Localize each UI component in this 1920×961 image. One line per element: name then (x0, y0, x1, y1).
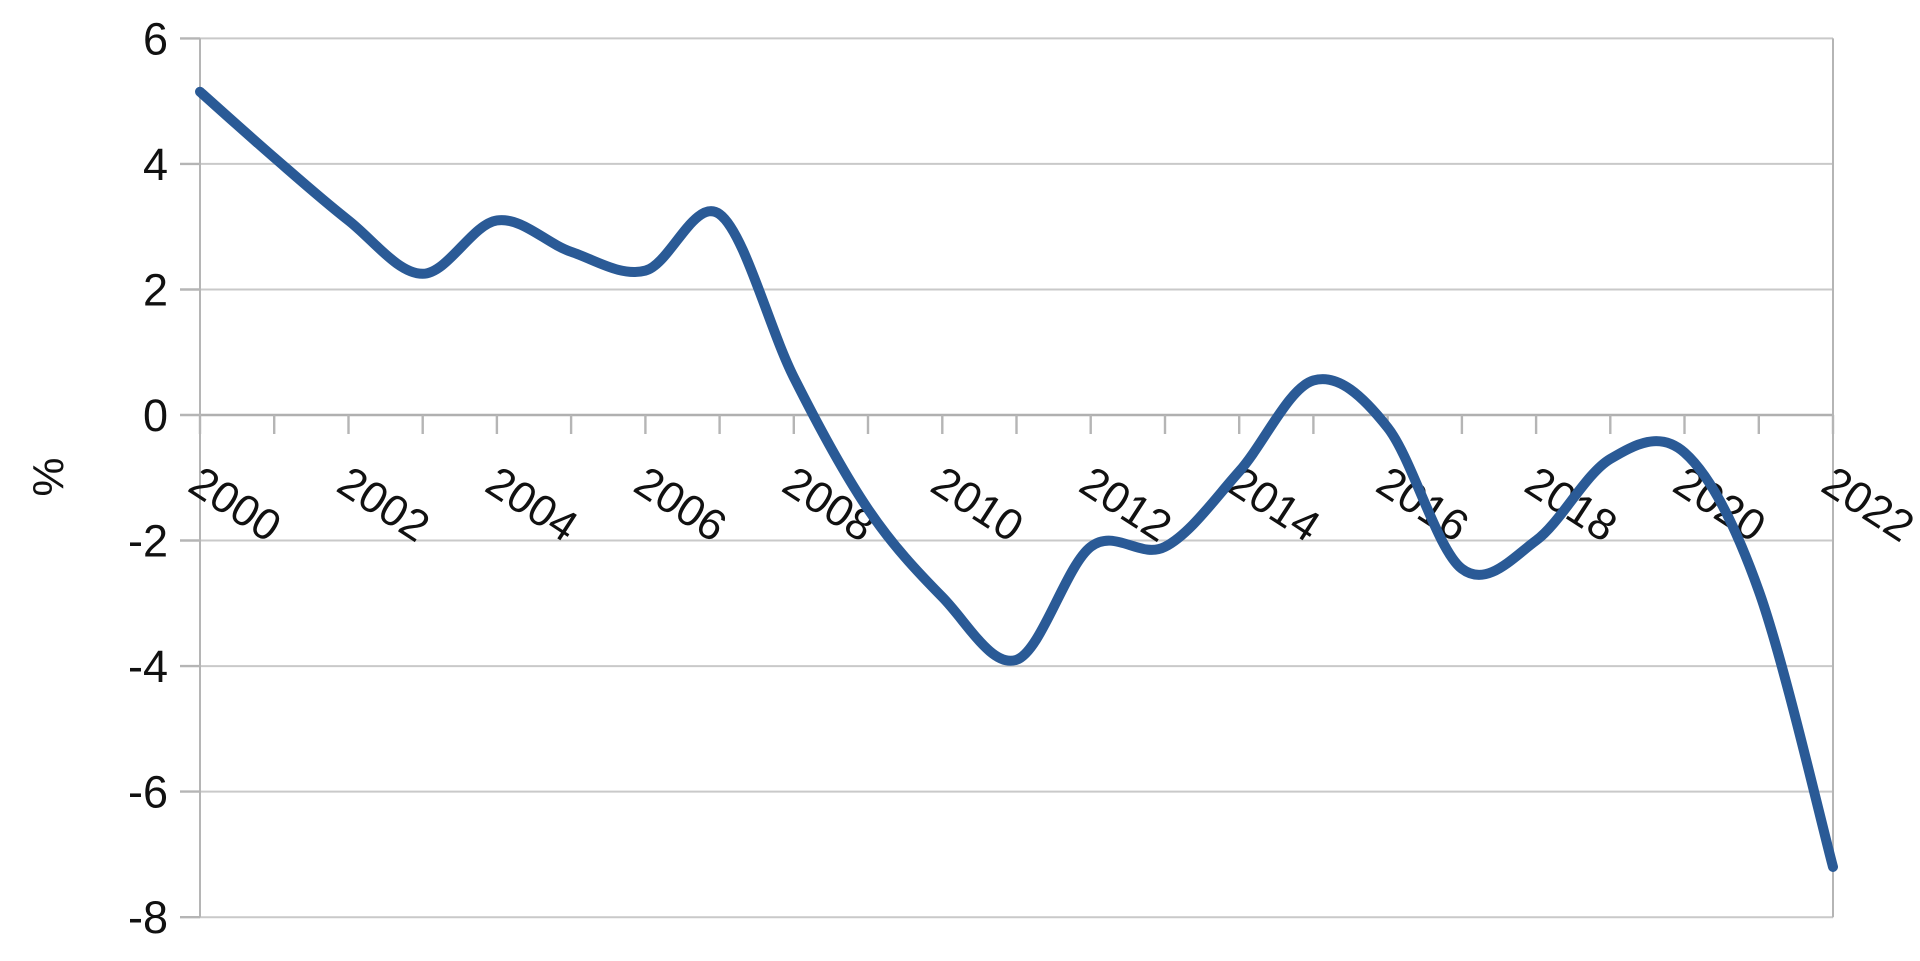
y-axis-tick-label: 6 (143, 13, 168, 64)
x-axis-tick-label: 2004 (477, 457, 586, 551)
y-axis-tick-label: -8 (128, 892, 168, 943)
y-axis-tick-label: -6 (128, 767, 168, 818)
y-axis-tick-label: 0 (143, 390, 168, 441)
axes (199, 38, 1834, 918)
y-axis-tick-label: 4 (143, 139, 168, 190)
x-axis-tick-label: 2022 (1814, 457, 1920, 551)
y-axis-title: % (24, 457, 73, 496)
x-axis-tick-label: 2002 (329, 457, 438, 551)
y-axis-tick-label: 2 (143, 265, 168, 316)
data-line (195, 86, 1838, 872)
y-axis-labels: 6 4 2 0 -2 -4 -6 -8 (128, 13, 168, 943)
x-axis-labels: 2000 2002 2004 2006 2008 2010 2012 2014 2016 2018… (181, 457, 1920, 551)
x-axis-tick-label: 2012 (1071, 457, 1180, 551)
x-axis-tick-label: 2010 (923, 457, 1032, 551)
y-axis-tick-label: -4 (128, 641, 168, 692)
x-axis-tick-label: 2006 (626, 457, 735, 551)
y-axis-tick-label: -2 (128, 516, 168, 567)
gridlines (200, 37, 1833, 919)
x-axis-tick-label: 2000 (181, 457, 290, 551)
axis-ticks (180, 37, 1835, 919)
data-series (195, 86, 1838, 872)
